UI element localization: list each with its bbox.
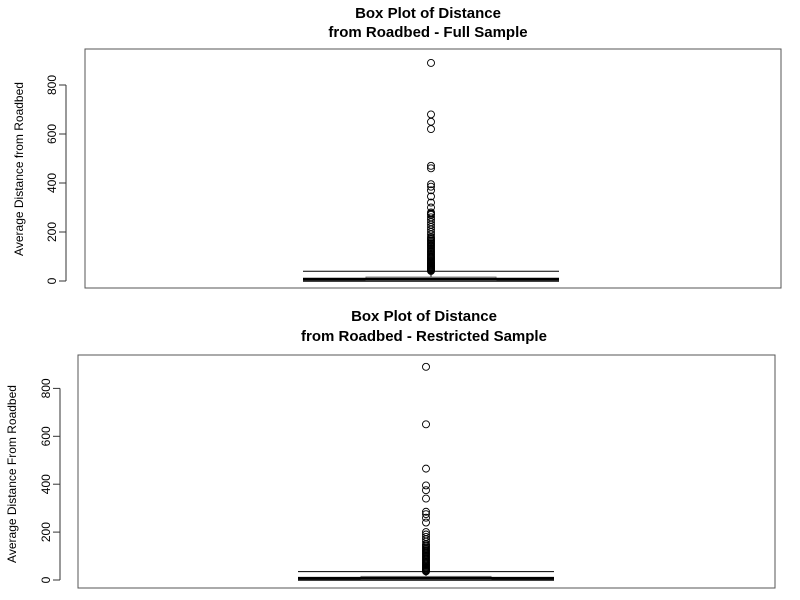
boxplot-group [303,59,559,282]
outlier-point [422,510,430,519]
chart-title-line1: Box Plot of Distance [351,308,497,325]
outlier-point [427,198,435,207]
y-tick-label: 400 [45,173,59,193]
plot-frame [77,354,776,589]
outlier-point [427,125,435,134]
outlier-point [427,208,435,217]
outlier-point [427,59,435,67]
chart-title-line2: from Roadbed - Full Sample [328,24,527,41]
outlier-point [427,192,435,201]
outlier-point [422,481,430,490]
outlier-point [427,182,435,191]
plot-frame [84,48,782,289]
y-axis-ticks: 0 200 400 600 800 [45,75,67,284]
chart-panel-restricted-sample: Box Plot of Distance from Roadbed - Rest… [5,308,776,589]
outlier-point [422,530,430,539]
y-tick-label: 400 [39,474,53,494]
outlier-point [427,161,435,170]
outlier-point [422,532,430,541]
y-tick-label: 0 [39,576,53,583]
y-tick-label: 600 [39,426,53,446]
outlier-point [427,180,435,189]
outlier-point [422,486,430,495]
outlier-point [427,213,435,222]
y-tick-label: 200 [39,522,53,542]
outlier-point [427,110,435,119]
boxplot-group [298,362,554,581]
y-tick-label: 200 [45,222,59,242]
outlier-point [422,494,430,503]
outlier-point [422,528,430,537]
outlier-point [422,518,430,527]
y-axis-label: Average Distance from Roadbed [12,82,26,256]
outlier-point [422,464,430,473]
outlier-point [422,513,430,522]
chart-title-line1: Box Plot of Distance [355,5,501,22]
outlier-point [427,117,435,126]
outlier-point [427,186,435,195]
outlier-point [427,203,435,212]
y-tick-label: 0 [45,277,59,284]
y-tick-label: 600 [45,124,59,144]
chart-title-line2: from Roadbed - Restricted Sample [301,328,547,345]
chart-panel-full-sample: Box Plot of Distance from Roadbed - Full… [12,5,782,289]
outlier-point [422,420,430,429]
outlier-point [422,507,430,516]
y-tick-label: 800 [39,378,53,398]
y-tick-label: 800 [45,75,59,95]
y-axis-label: Average Distance From Roadbed [5,385,19,563]
y-axis-ticks: 0 200 400 600 800 [39,378,61,583]
outlier-point [427,164,435,173]
outlier-point [422,362,430,371]
